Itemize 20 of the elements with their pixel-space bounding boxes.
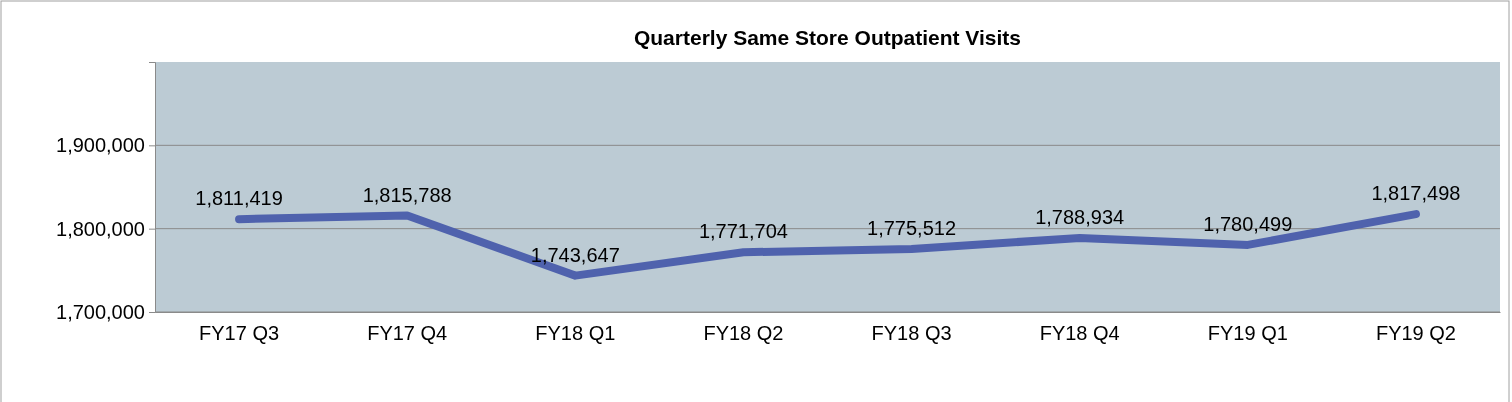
x-tick-label: FY18 Q4 [1039,322,1120,345]
data-label: 1,771,704 [698,220,788,243]
data-label: 1,743,647 [530,243,620,266]
x-tick-label: FY17 Q3 [199,322,280,345]
data-label: 1,815,788 [362,183,452,206]
x-tick-label: FY19 Q1 [1207,322,1288,345]
x-tick-label: FY18 Q2 [703,322,784,345]
x-tick-label: FY17 Q4 [367,322,448,345]
data-label: 1,775,512 [867,217,957,240]
y-tick-label: 1,700,000 [56,300,145,323]
data-label: 1,780,499 [1203,212,1293,235]
x-tick-label: FY18 Q1 [535,322,616,345]
x-tick-label: FY19 Q2 [1375,322,1456,345]
y-tick-label: 1,900,000 [56,134,145,157]
chart-title: Quarterly Same Store Outpatient Visits [633,26,1022,49]
data-label: 1,788,934 [1035,205,1125,228]
data-label: 1,811,419 [195,187,283,210]
data-label: 1,817,498 [1371,182,1461,205]
x-tick-label: FY18 Q3 [871,322,952,345]
y-tick-label: 1,800,000 [56,217,145,240]
